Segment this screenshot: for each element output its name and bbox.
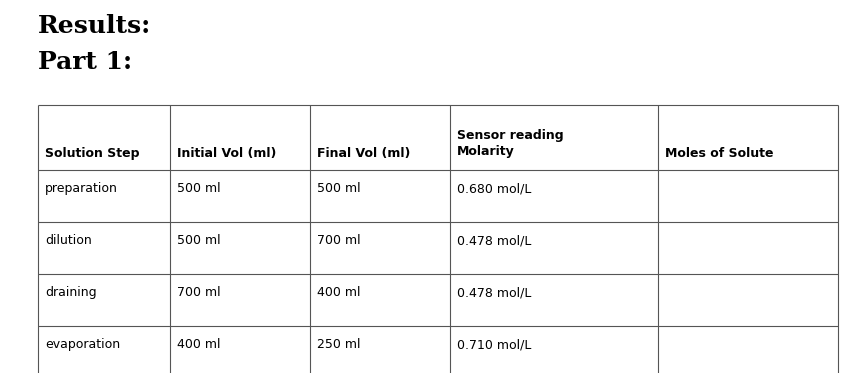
Text: 0.478 mol/L: 0.478 mol/L <box>457 286 532 299</box>
Text: 500 ml: 500 ml <box>317 182 360 195</box>
Text: evaporation: evaporation <box>45 338 120 351</box>
Text: Moles of Solute: Moles of Solute <box>665 147 773 160</box>
Text: 0.710 mol/L: 0.710 mol/L <box>457 338 532 351</box>
Text: Final Vol (ml): Final Vol (ml) <box>317 147 410 160</box>
Text: Solution Step: Solution Step <box>45 147 139 160</box>
Text: 0.680 mol/L: 0.680 mol/L <box>457 182 532 195</box>
Text: Results:: Results: <box>38 14 152 38</box>
Text: 0.478 mol/L: 0.478 mol/L <box>457 234 532 247</box>
Text: preparation: preparation <box>45 182 118 195</box>
Text: dilution: dilution <box>45 234 92 247</box>
Text: draining: draining <box>45 286 97 299</box>
Text: 700 ml: 700 ml <box>177 286 221 299</box>
Text: Part 1:: Part 1: <box>38 50 132 74</box>
Text: 400 ml: 400 ml <box>317 286 360 299</box>
Text: 700 ml: 700 ml <box>317 234 360 247</box>
Text: 250 ml: 250 ml <box>317 338 360 351</box>
Text: 500 ml: 500 ml <box>177 182 221 195</box>
Text: Initial Vol (ml): Initial Vol (ml) <box>177 147 276 160</box>
Text: Sensor reading: Sensor reading <box>457 129 564 142</box>
Text: Molarity: Molarity <box>457 145 514 158</box>
Text: 500 ml: 500 ml <box>177 234 221 247</box>
Text: 400 ml: 400 ml <box>177 338 221 351</box>
